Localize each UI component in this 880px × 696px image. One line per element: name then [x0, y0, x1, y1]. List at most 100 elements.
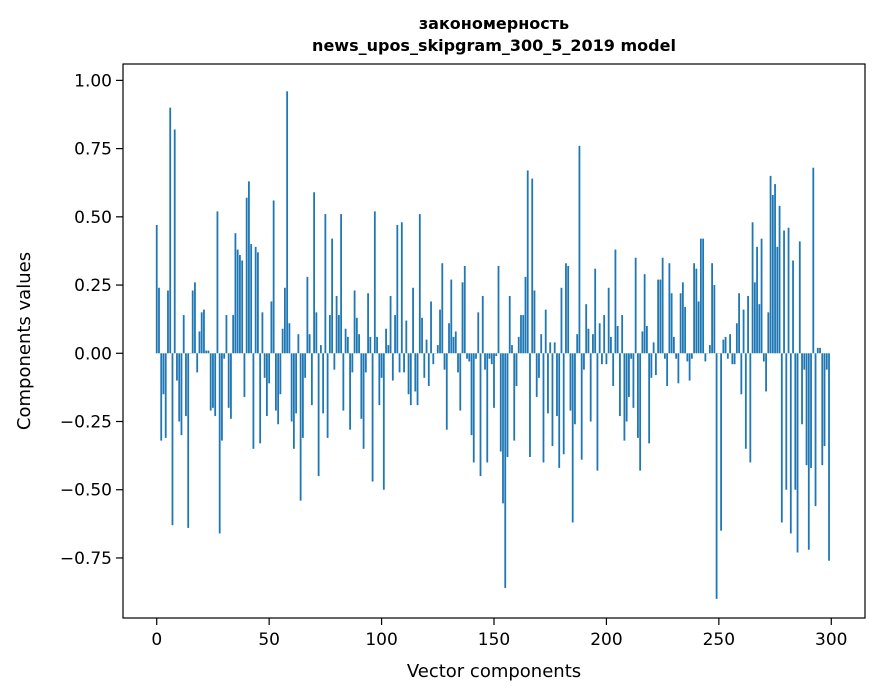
bar-172 — [542, 353, 545, 463]
bar-184 — [569, 353, 572, 411]
bar-91 — [360, 353, 363, 419]
bar-171 — [540, 334, 543, 354]
bar-42 — [250, 244, 253, 354]
bar-57 — [283, 287, 286, 354]
bar-83 — [342, 353, 345, 411]
x-tick-label: 300 — [815, 630, 847, 650]
bar-108 — [398, 353, 401, 373]
bar-229 — [670, 293, 673, 354]
bar-207 — [621, 315, 624, 354]
bar-36 — [236, 249, 239, 354]
bar-181 — [562, 353, 565, 455]
y-tick-label: 1.00 — [74, 71, 112, 91]
bar-249 — [715, 353, 718, 599]
bar-34 — [232, 315, 235, 354]
bar-190 — [583, 353, 585, 370]
bar-252 — [722, 339, 725, 354]
bar-103 — [387, 345, 390, 354]
bar-196 — [596, 353, 599, 471]
bar-168 — [533, 290, 536, 354]
bar-251 — [720, 353, 722, 531]
bar-176 — [551, 353, 554, 447]
bar-23 — [207, 350, 210, 354]
bar-126 — [439, 309, 441, 354]
bar-163 — [522, 315, 525, 354]
bar-128 — [443, 353, 446, 370]
bar-130 — [448, 323, 450, 354]
bar-224 — [659, 279, 662, 354]
bar-44 — [254, 246, 257, 354]
bar-86 — [349, 353, 351, 430]
bar-64 — [299, 353, 302, 501]
bar-253 — [724, 336, 727, 354]
bar-60 — [290, 353, 293, 422]
bar-281 — [787, 227, 790, 354]
bar-14 — [187, 353, 190, 528]
bar-291 — [810, 353, 812, 468]
bar-261 — [742, 309, 745, 354]
bar-139 — [468, 353, 471, 362]
bar-67 — [306, 276, 309, 354]
bar-211 — [630, 353, 633, 359]
bar-292 — [812, 167, 815, 354]
bar-255 — [729, 334, 731, 354]
bar-141 — [472, 353, 475, 463]
bar-90 — [358, 334, 360, 354]
bar-220 — [650, 353, 653, 378]
y-axis-label: Components values — [14, 252, 35, 430]
bar-214 — [637, 353, 639, 438]
bar-32 — [227, 353, 230, 408]
bar-218 — [646, 325, 648, 354]
bar-97 — [373, 211, 376, 354]
bar-227 — [666, 353, 669, 387]
y-tick-label: −0.75 — [60, 549, 112, 569]
bar-11 — [180, 353, 183, 436]
bar-45 — [257, 252, 259, 354]
bar-230 — [672, 336, 675, 354]
bar-267 — [756, 246, 758, 354]
bar-254 — [726, 353, 729, 359]
bar-19 — [198, 331, 201, 354]
bar-256 — [731, 353, 734, 365]
bar-5 — [167, 290, 169, 354]
bar-247 — [711, 263, 713, 354]
bar-81 — [337, 315, 340, 354]
bar-157 — [508, 295, 511, 354]
x-axis-label: Vector components — [407, 661, 581, 682]
bar-101 — [382, 353, 385, 490]
bar-219 — [648, 353, 651, 444]
bar-68 — [308, 334, 311, 354]
bar-159 — [513, 353, 516, 441]
bar-287 — [801, 353, 803, 425]
bar-96 — [371, 353, 374, 482]
bar-29 — [221, 353, 223, 441]
bar-3 — [162, 353, 165, 395]
bar-284 — [794, 353, 797, 490]
bar-232 — [677, 353, 680, 384]
bar-38 — [241, 260, 244, 354]
bar-160 — [515, 353, 518, 387]
bar-269 — [760, 238, 763, 354]
bar-228 — [668, 263, 671, 354]
bar-178 — [556, 353, 558, 417]
bar-71 — [315, 312, 318, 354]
bar-16 — [191, 290, 194, 354]
bar-143 — [477, 312, 480, 354]
bar-199 — [603, 315, 606, 354]
bar-290 — [807, 353, 810, 550]
bar-9 — [176, 353, 178, 381]
bar-193 — [589, 353, 592, 422]
bar-288 — [803, 353, 806, 370]
bar-21 — [203, 309, 205, 354]
bar-244 — [704, 353, 707, 362]
bar-109 — [400, 222, 403, 354]
bar-268 — [758, 304, 761, 354]
bar-50 — [268, 353, 271, 384]
x-tick-label: 150 — [478, 630, 510, 650]
bar-259 — [738, 293, 740, 354]
y-tick-label: 0.25 — [74, 276, 112, 296]
bar-237 — [688, 353, 691, 381]
bar-226 — [663, 353, 666, 359]
bar-58 — [286, 91, 289, 354]
